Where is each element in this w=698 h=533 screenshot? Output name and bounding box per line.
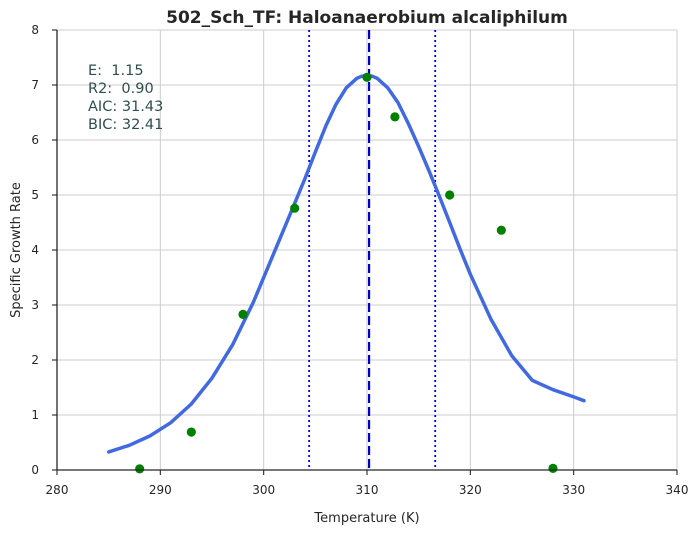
data-points: [135, 72, 558, 474]
grid: [57, 29, 678, 470]
stat-aic: AIC: 31.43: [88, 99, 163, 115]
stats-annotation: E: 1.15 R2: 0.90 AIC: 31.43 BIC: 32.41: [88, 63, 163, 133]
x-tick-label: 340: [666, 483, 689, 497]
y-tick-label: 3: [31, 298, 39, 312]
y-tick-label: 1: [31, 408, 39, 422]
y-tick-label: 5: [31, 188, 39, 202]
x-ticks: 280 290 300 310 320 330 340: [46, 470, 689, 497]
y-tick-label: 7: [31, 78, 39, 92]
data-point: [238, 309, 248, 319]
x-tick-label: 290: [149, 483, 172, 497]
data-point: [362, 72, 372, 82]
stat-bic: BIC: 32.41: [88, 117, 163, 133]
chart-title: 502_Sch_TF: Haloanaerobium alcaliphilum: [166, 8, 568, 28]
x-tick-label: 330: [562, 483, 585, 497]
data-point: [548, 463, 558, 473]
data-point: [445, 190, 455, 200]
x-tick-label: 280: [46, 483, 69, 497]
reference-lines: [308, 30, 437, 470]
x-tick-label: 300: [252, 483, 275, 497]
y-tick-label: 4: [31, 243, 39, 257]
data-point: [390, 112, 400, 122]
x-tick-label: 320: [459, 483, 482, 497]
y-tick-label: 2: [31, 353, 39, 367]
y-tick-label: 6: [31, 133, 39, 147]
y-tick-label: 0: [31, 463, 39, 477]
data-point: [290, 203, 300, 213]
x-axis-label: Temperature (K): [313, 511, 419, 526]
x-tick-label: 310: [356, 483, 379, 497]
data-point: [186, 427, 196, 437]
stat-e: E: 1.15: [88, 63, 144, 79]
y-ticks: 0 1 2 3 4 5 6 7 8: [31, 23, 57, 477]
y-axis-label: Specific Growth Rate: [9, 182, 24, 318]
fitted-curve: [106, 73, 586, 454]
y-tick-label: 8: [31, 23, 39, 37]
data-point: [496, 225, 506, 235]
data-point: [135, 464, 145, 474]
stat-r2: R2: 0.90: [88, 81, 154, 97]
